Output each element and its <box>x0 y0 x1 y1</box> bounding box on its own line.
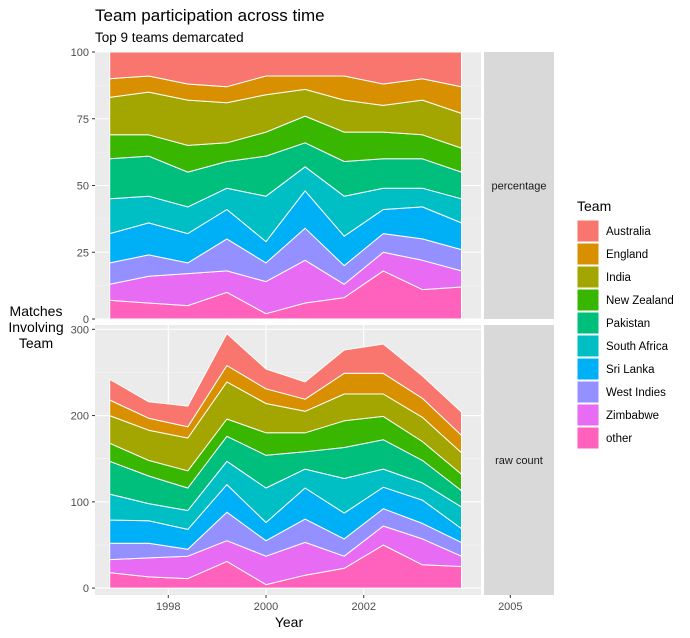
x-tick-label: 2000 <box>254 601 278 613</box>
chart-subtitle: Top 9 teams demarcated <box>95 30 244 45</box>
legend-label: Pakistan <box>606 318 650 330</box>
legend-key <box>576 242 600 266</box>
legend-item-zimbabwe: Zimbabwe <box>576 403 659 427</box>
y-tick-label: 300 <box>71 324 89 336</box>
legend-key <box>576 219 600 243</box>
legend-label: South Africa <box>606 341 669 353</box>
y-tick-label: 0 <box>83 314 89 326</box>
legend-label: Australia <box>606 226 651 238</box>
y-axis-title: Matches Involving Team <box>8 303 63 351</box>
legend-item-india: India <box>576 265 632 289</box>
y-axis-title-line: Team <box>19 335 53 351</box>
legend-label: West Indies <box>606 387 666 399</box>
legend-label: other <box>606 433 632 445</box>
facet-strip-label: raw count <box>495 455 543 467</box>
legend-item-other: other <box>576 426 632 450</box>
legend-label: New Zealand <box>606 295 674 307</box>
legend-key <box>576 334 600 358</box>
area-australia <box>109 333 462 436</box>
facet-panels: 0 25 50 75 100 percentage 0 100 200 300 raw count 1… <box>71 47 554 613</box>
facet-panel-raw-count: 0 100 200 300 raw count <box>71 324 554 595</box>
legend-item-england: England <box>576 242 648 266</box>
legend-label: Sri Lanka <box>606 364 655 376</box>
legend-key <box>576 357 600 381</box>
legend-label: Zimbabwe <box>606 410 659 422</box>
legend-item-new-zealand: New Zealand <box>576 288 674 312</box>
y-tick-label: 100 <box>71 497 89 509</box>
legend-item-australia: Australia <box>576 219 651 243</box>
legend-key <box>576 265 600 289</box>
legend-key <box>576 403 600 427</box>
facet-panel-percentage: 0 25 50 75 100 percentage <box>71 47 554 326</box>
facet-strip <box>484 325 554 595</box>
legend-label: India <box>606 272 632 284</box>
y-tick-label: 100 <box>71 47 89 59</box>
x-axis-title: Year <box>275 614 304 630</box>
legend-title: Team <box>577 198 611 214</box>
area-australia <box>109 51 462 88</box>
y-tick-label: 25 <box>77 247 89 259</box>
x-tick-label: 2002 <box>351 601 375 613</box>
y-tick-label: 0 <box>83 583 89 595</box>
legend-key <box>576 380 600 404</box>
legend-key <box>576 426 600 450</box>
facet-strip-label: percentage <box>491 181 546 193</box>
legend-key <box>576 288 600 312</box>
legend-label: England <box>606 249 648 261</box>
legend-key <box>576 311 600 335</box>
x-tick-label: 1998 <box>156 601 180 613</box>
facet-strip <box>484 52 554 319</box>
y-tick-label: 50 <box>77 181 89 193</box>
y-tick-label: 200 <box>71 411 89 423</box>
legend: Team Australia England India New Zealand Paki… <box>576 198 674 450</box>
legend-item-sri-lanka: Sri Lanka <box>576 357 655 381</box>
legend-item-west-indies: West Indies <box>576 380 666 404</box>
y-tick-label: 75 <box>77 114 89 126</box>
x-tick-label: 2005 <box>498 601 522 613</box>
legend-item-south-africa: South Africa <box>576 334 669 358</box>
y-axis-title-line: Matches <box>10 303 63 319</box>
legend-item-pakistan: Pakistan <box>576 311 650 335</box>
y-axis-title-line: Involving <box>8 319 63 335</box>
chart-title: Team participation across time <box>95 6 325 25</box>
